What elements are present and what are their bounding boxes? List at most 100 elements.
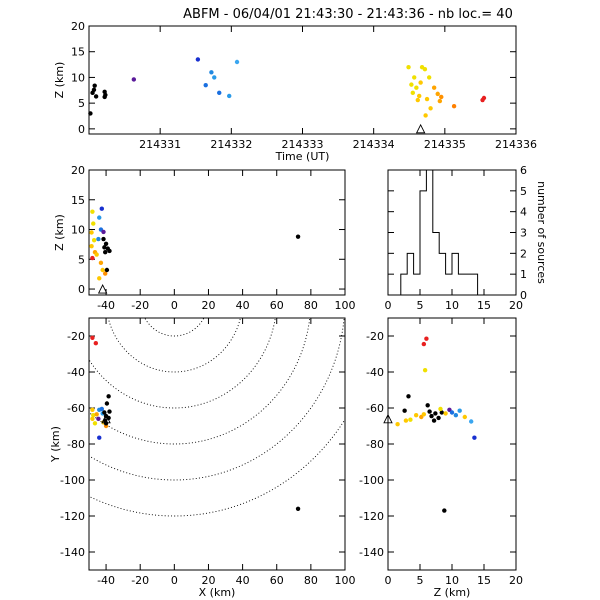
data-point (101, 229, 106, 235)
z_y-ytick-label: -120 (359, 510, 384, 523)
data-point (408, 417, 413, 422)
data-point (428, 106, 433, 111)
time_height-xtick-label: 214332 (210, 138, 252, 151)
time_height-axes: 214331 214332 214333 214334 214335 214336 0 5 10… (53, 20, 537, 163)
data-point (212, 75, 217, 80)
data-point (421, 341, 427, 347)
plan_view-xtick-label: 60 (270, 574, 284, 587)
histogram-ytick-label: 4 (520, 206, 527, 219)
data-point (100, 267, 105, 273)
data-point (295, 506, 301, 511)
range-ring (89, 418, 345, 517)
time_height-ytick-label: 5 (78, 97, 85, 110)
x_height-ytick-label: 0 (78, 283, 85, 296)
plan_view-ytick-label: -20 (67, 330, 85, 343)
data-point (422, 368, 428, 373)
data-point (457, 408, 462, 413)
histogram-xtick-label: 15 (477, 299, 491, 312)
data-point (91, 221, 96, 226)
data-point (409, 82, 414, 87)
plan_view-points (90, 335, 301, 511)
data-point (453, 413, 459, 418)
data-point (98, 260, 104, 266)
data-point (412, 75, 417, 80)
histogram-ytick-label: 2 (520, 247, 527, 260)
histogram-xtick-label: 5 (417, 299, 424, 312)
x_height-y-axis-label: Z (km) (53, 214, 66, 251)
data-point (97, 435, 102, 440)
histogram-ytick-label: 3 (520, 227, 527, 240)
histogram-ytick-label: 6 (520, 164, 527, 177)
plan_view-xtick-label: 20 (201, 574, 215, 587)
data-point (439, 410, 444, 415)
time_height-xtick-label: 214334 (353, 138, 395, 151)
x_height-xtick-label: 60 (270, 299, 284, 312)
time_height-x-axis-label: Time (UT) (275, 150, 330, 163)
data-point (104, 267, 110, 273)
plan_view-ytick-label: -140 (60, 546, 85, 559)
station-triangle-icon (383, 413, 393, 424)
data-point (417, 93, 422, 99)
z_y-ytick-label: -80 (366, 438, 384, 451)
time_height-ytick-label: 10 (71, 71, 85, 84)
time_height-ytick-label: 0 (78, 123, 85, 136)
x_height-ytick-label: 20 (71, 164, 85, 177)
data-point (226, 93, 232, 99)
data-point (93, 94, 99, 99)
plan_view-axes: -40 -20 0 20 40 60 80 100 -20 -40 -60 -80 -100 -120 -1… (49, 317, 356, 599)
data-point (106, 394, 111, 399)
data-point (107, 409, 112, 414)
histogram-ytick-label: 5 (520, 185, 527, 198)
z_y-ytick-label: -100 (359, 474, 384, 487)
data-point (92, 421, 98, 426)
data-point (439, 94, 444, 100)
z_y-points (395, 336, 477, 513)
histogram-ytick-label: 0 (520, 289, 527, 302)
plan_view-ytick-label: -40 (67, 366, 85, 379)
data-point (99, 406, 105, 412)
data-point (91, 238, 97, 243)
data-point (426, 75, 432, 80)
data-point (195, 57, 201, 62)
figure-title: ABFM - 06/04/01 21:43:30 - 21:43:36 - nb… (183, 7, 513, 22)
plan_view-ytick-label: -80 (67, 438, 85, 451)
data-point (462, 414, 467, 420)
data-point (209, 70, 214, 75)
data-point (93, 341, 99, 346)
x_height-xtick-label: -20 (131, 299, 149, 312)
histogram-xtick-label: 0 (385, 299, 392, 312)
plan_view-ytick-label: -100 (60, 474, 85, 487)
data-point (443, 411, 448, 416)
data-point (104, 401, 110, 406)
plan_view-x-axis-label: X (km) (199, 586, 236, 599)
data-point (431, 85, 437, 90)
data-point (90, 255, 95, 261)
data-point (438, 406, 443, 412)
data-point (102, 245, 107, 250)
z_y-axes: 0 5 10 15 20 -20 -40 -60 -80 -100 -120 -140 Z (km) (359, 317, 523, 599)
data-point (234, 59, 240, 65)
panels-group: 214331 214332 214333 214334 214335 2143360510… (49, 20, 549, 599)
time_height-xtick-label: 214331 (139, 138, 181, 151)
time_height-xtick-label: 214333 (282, 138, 324, 151)
time_height-ytick-label: 15 (71, 46, 85, 59)
data-point (402, 408, 407, 413)
x_height-points (89, 206, 301, 281)
data-point (449, 410, 455, 415)
x_height-ytick-label: 5 (78, 253, 85, 266)
data-point (427, 409, 432, 414)
x_height-xtick-label: 0 (171, 299, 178, 312)
data-point (415, 97, 420, 103)
plan_view-xtick-label: 80 (304, 574, 318, 587)
data-point (102, 410, 107, 415)
z_y-ytick-label: -140 (359, 546, 384, 559)
data-point (431, 418, 437, 423)
time_height-xtick-label: 214335 (424, 138, 466, 151)
z_y-frame (387, 317, 517, 571)
x_height-xtick-label: -40 (97, 299, 115, 312)
plan_view-xtick-label: -40 (97, 574, 115, 587)
data-point (103, 92, 108, 98)
data-point (421, 412, 427, 417)
data-point (90, 407, 95, 412)
